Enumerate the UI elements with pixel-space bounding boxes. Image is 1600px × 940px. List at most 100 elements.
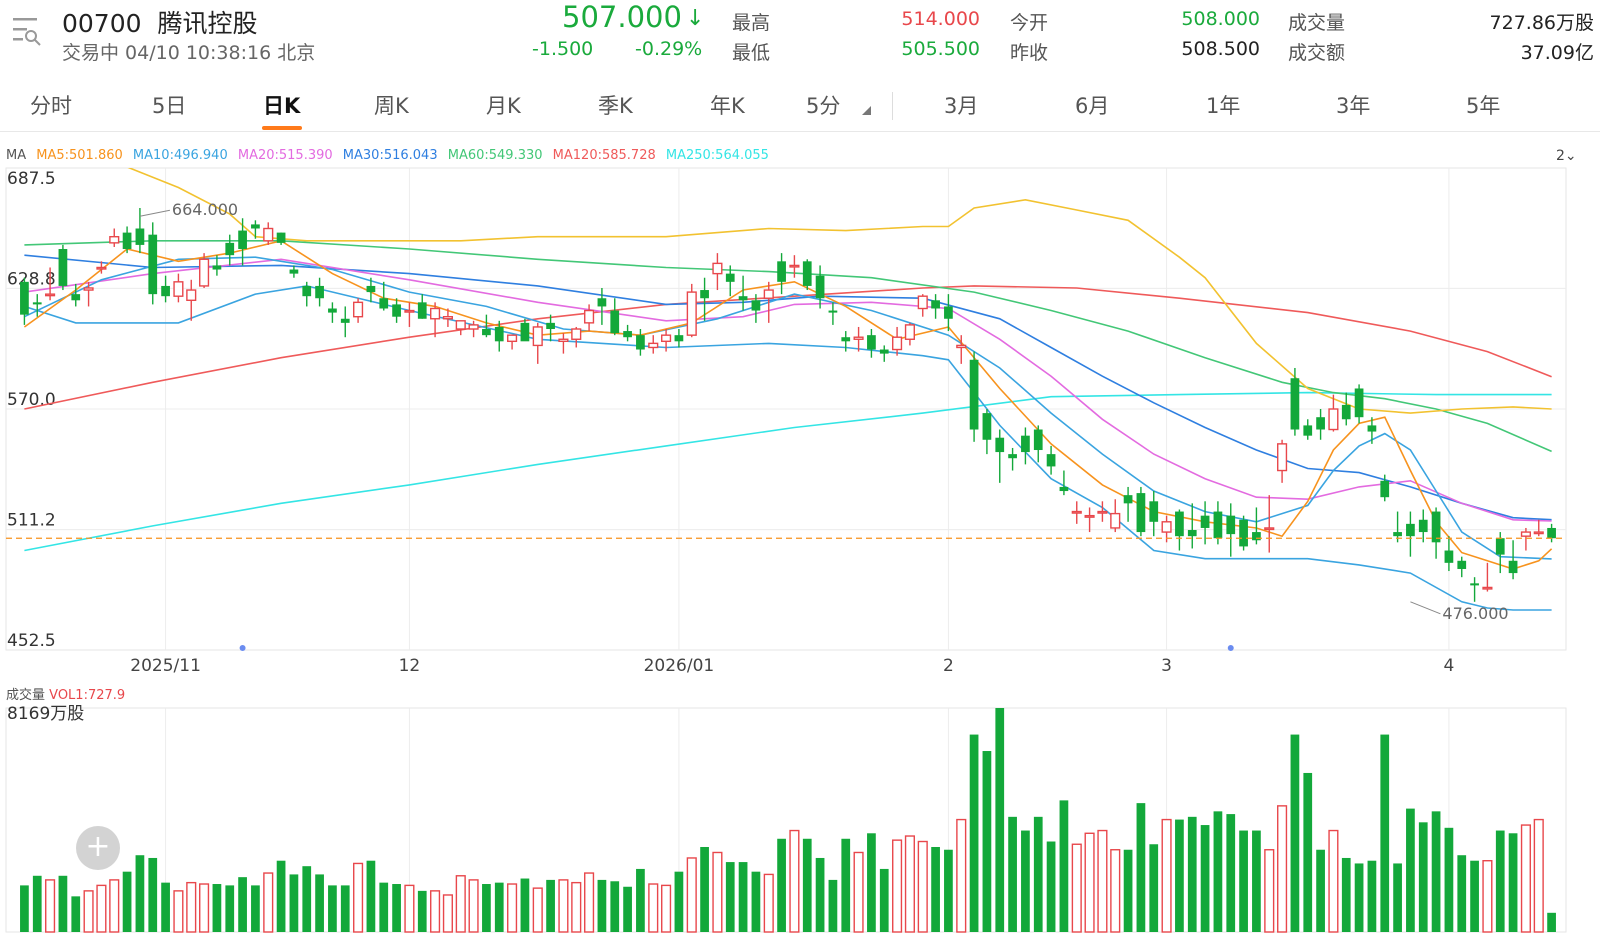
add-button[interactable]: + <box>76 826 120 870</box>
volume-bar-down <box>610 881 620 932</box>
volume-bar-down <box>289 874 299 932</box>
tab-intraday[interactable]: 分时 <box>30 94 72 118</box>
candle-body-up <box>661 334 672 343</box>
volume-bar-up <box>263 872 274 933</box>
tab-5-day[interactable]: 5日 <box>152 94 187 118</box>
candle-body-up <box>263 227 274 242</box>
x-tick-label: 4 <box>1444 656 1455 676</box>
volume-bar-down <box>20 885 29 932</box>
tab-3-year[interactable]: 3年 <box>1336 94 1371 118</box>
volume-bar-up <box>956 818 967 933</box>
tab-divider <box>892 92 893 120</box>
volume-bar-down <box>1303 772 1313 932</box>
volume-bar-up <box>1110 849 1121 933</box>
volume-bar-down <box>366 860 376 932</box>
volume-bar-down <box>1123 849 1133 932</box>
tab-3-month[interactable]: 3月 <box>944 94 979 118</box>
tab-5-year[interactable]: 5年 <box>1466 94 1501 118</box>
candle-body-down <box>71 294 81 301</box>
tab-yearly-k[interactable]: 年K <box>710 94 745 118</box>
candle-body-down <box>1457 560 1467 569</box>
volume-bar-down <box>1226 814 1236 932</box>
stat-label-low: 最低 <box>732 42 771 64</box>
tab-quarterly-k[interactable]: 季K <box>598 94 633 118</box>
volume-bar-down <box>1149 844 1159 932</box>
volume-bar-down <box>71 896 81 932</box>
volume-bar-down <box>1470 860 1479 932</box>
volume-bar-up <box>789 829 800 933</box>
candle-body-up <box>1277 443 1288 472</box>
candle-body-down <box>1290 378 1300 430</box>
volume-bar-up <box>853 851 864 933</box>
volume-bar-down <box>1008 816 1017 932</box>
price-change-pct: -0.29% <box>635 38 703 60</box>
tab-6-month[interactable]: 6月 <box>1075 94 1110 118</box>
volume-bar-down <box>1316 849 1325 932</box>
volume-bar-down <box>1367 860 1377 932</box>
tab-weekly-k[interactable]: 周K <box>374 94 409 118</box>
candle-body-down <box>1354 388 1364 418</box>
volume-bar-down <box>1354 863 1364 932</box>
candle-body-up <box>956 344 967 349</box>
volume-bar-up <box>109 879 120 933</box>
volume-bar-down <box>32 875 42 932</box>
candle-body-down <box>982 413 992 440</box>
candle-body-up <box>571 328 582 340</box>
candle-body-down <box>738 296 748 301</box>
tab-monthly-k[interactable]: 月K <box>486 94 521 118</box>
candle-body-up <box>173 281 184 297</box>
candle-body-up <box>1520 531 1531 537</box>
tab-1-year[interactable]: 1年 <box>1206 94 1241 118</box>
volume-bar-down <box>1393 863 1402 932</box>
volume-bar-down <box>1444 827 1454 932</box>
dropdown-caret-icon[interactable] <box>862 106 871 115</box>
volume-bar-down <box>982 751 992 932</box>
candle-body-down <box>482 329 491 336</box>
candle-body-down <box>135 228 145 245</box>
candle-body-up <box>442 316 453 320</box>
candle-body-down <box>1508 560 1518 574</box>
volume-bar-down <box>135 855 145 932</box>
volume-bar-up <box>173 890 184 933</box>
candle-body-down <box>1187 530 1197 537</box>
candle-body-down <box>969 359 979 430</box>
tab-daily-k[interactable]: 日K <box>263 94 301 118</box>
candle-body-up <box>1084 514 1095 518</box>
volume-bar-up <box>1533 818 1544 933</box>
volume-bar-down <box>995 708 1005 932</box>
candle-body-down <box>1200 515 1210 528</box>
volume-bar-down <box>1021 830 1030 932</box>
candle-body-down <box>751 300 761 311</box>
candle-body-down <box>379 298 389 309</box>
stock-title: 00700 腾讯控股 <box>62 4 257 40</box>
candle-body-up <box>558 338 569 343</box>
candle-body-down <box>148 234 158 295</box>
candle-body-up <box>404 309 415 313</box>
candle-body-down <box>161 285 170 297</box>
volume-bar-down <box>494 882 504 932</box>
volume-bar-down <box>122 871 132 932</box>
tab-5-minute[interactable]: 5分 <box>806 94 841 118</box>
ma30-label: MA30:516.043 <box>342 148 438 163</box>
menu-search-icon[interactable] <box>12 16 42 50</box>
volume-bar-up <box>917 840 928 933</box>
chart-mode-toggle[interactable]: 2⌄ <box>1556 148 1577 164</box>
stat-label-prev-close: 昨收 <box>1010 42 1049 64</box>
candle-body-down <box>597 298 607 307</box>
volume-bar-up <box>442 894 453 933</box>
candle-body-down <box>1367 425 1377 432</box>
candle-body-down <box>802 261 812 286</box>
candle-body-down <box>1418 519 1428 533</box>
candle-body-down <box>1175 511 1184 537</box>
candle-body-down <box>1303 425 1313 436</box>
volume-bar-up <box>648 883 659 933</box>
volume-bar-up <box>892 839 903 933</box>
volume-bar-down <box>1431 811 1441 932</box>
line-boll_lo <box>24 285 1552 611</box>
volume-bar-down <box>879 868 889 932</box>
candle-body-down <box>623 331 632 338</box>
candle-body-down <box>520 322 530 342</box>
candle-body-down <box>417 302 427 319</box>
x-tick-label: 12 <box>399 656 421 676</box>
